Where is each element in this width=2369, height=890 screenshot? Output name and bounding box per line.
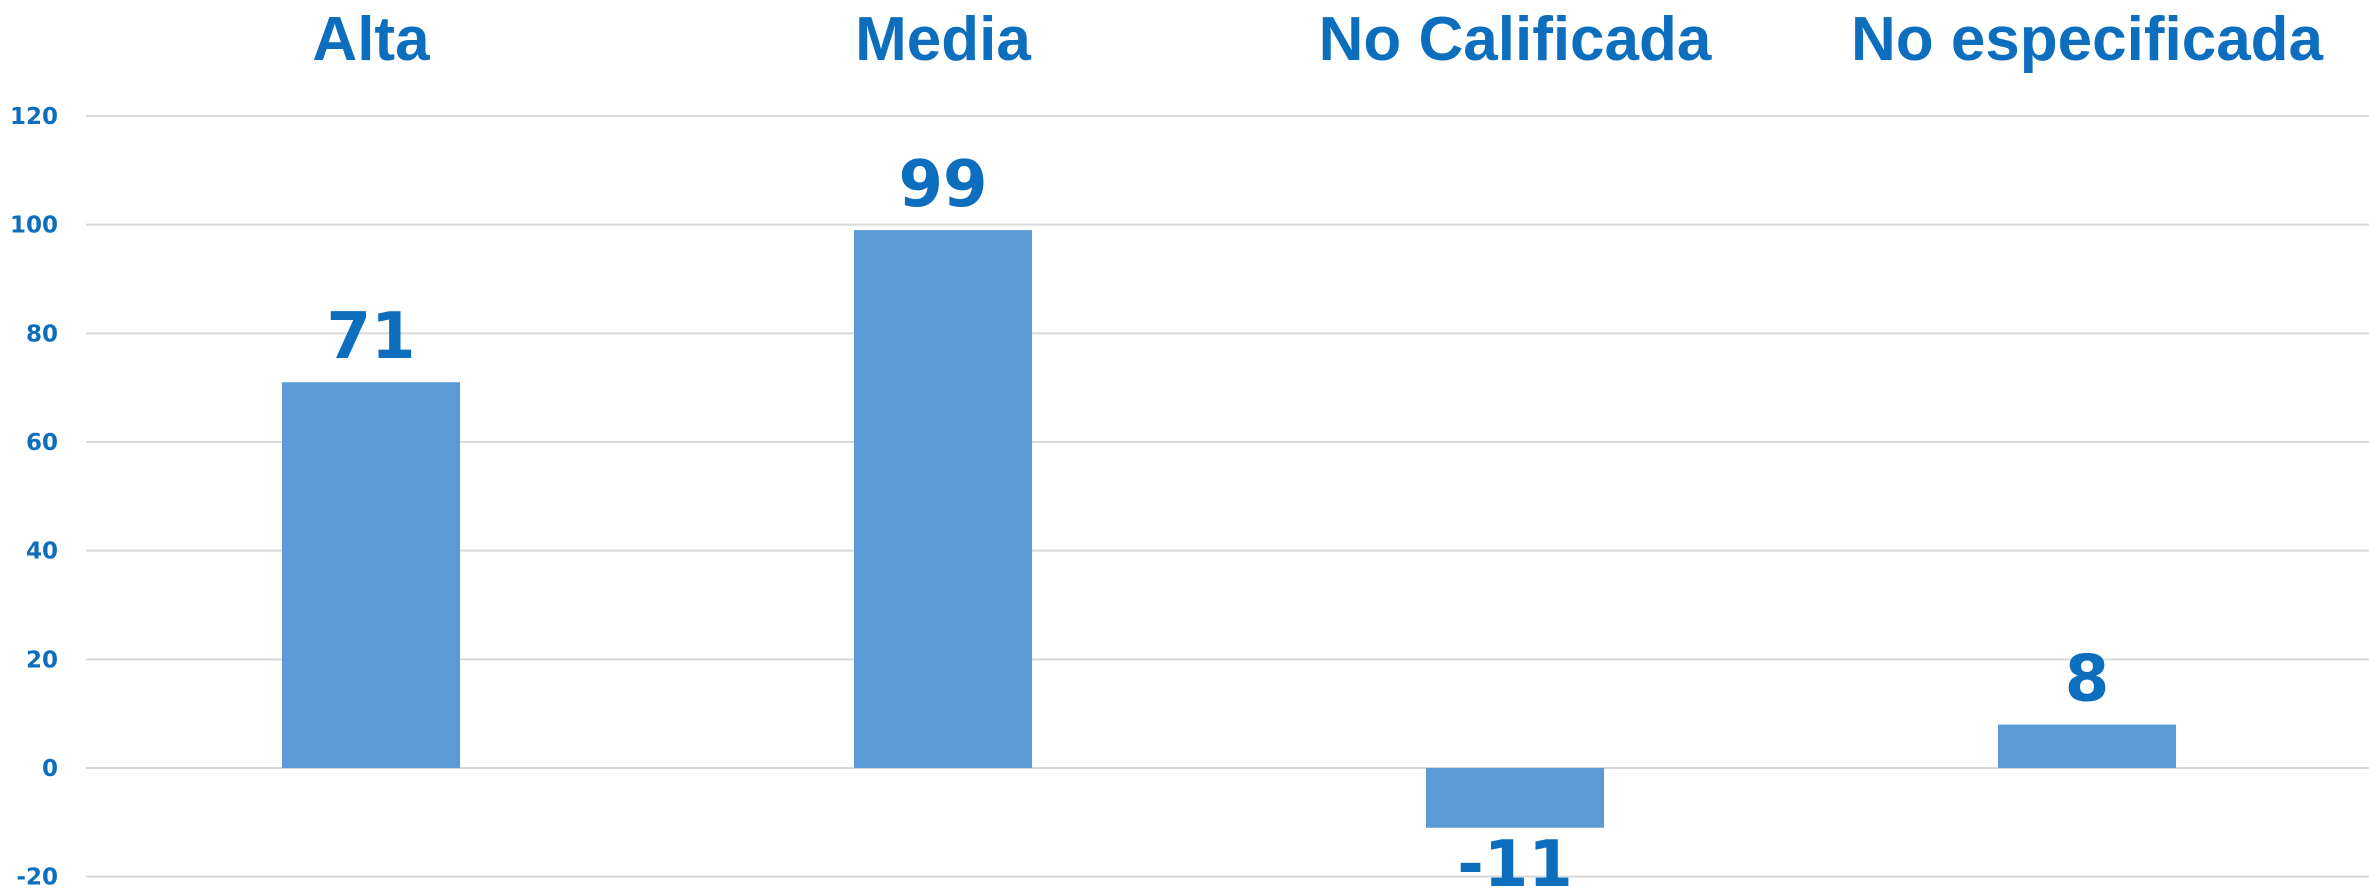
bar bbox=[854, 230, 1032, 769]
category-label: Media bbox=[855, 5, 1031, 74]
y-tick-label: 0 bbox=[42, 756, 58, 782]
data-label: -11 bbox=[1457, 828, 1573, 890]
gridlines bbox=[86, 115, 2369, 878]
y-axis-ticks: 120 100 80 60 40 20 0 -20 bbox=[10, 104, 58, 890]
bars bbox=[282, 230, 2176, 828]
category-label: No especificada bbox=[1851, 5, 2324, 74]
bar bbox=[282, 382, 460, 768]
data-labels: 71 99 -11 8 bbox=[326, 148, 2109, 890]
y-tick-label: 80 bbox=[26, 321, 58, 347]
y-tick-label: 100 bbox=[10, 213, 58, 239]
bar bbox=[1998, 724, 2176, 768]
y-tick-label: 40 bbox=[26, 539, 58, 565]
data-label: 8 bbox=[2065, 643, 2110, 717]
y-tick-label: -20 bbox=[16, 865, 58, 890]
data-label: 99 bbox=[898, 148, 987, 222]
bar bbox=[1426, 768, 1604, 828]
data-label: 71 bbox=[326, 300, 415, 374]
y-tick-label: 60 bbox=[26, 430, 58, 456]
category-label: Alta bbox=[312, 5, 430, 74]
category-labels: Alta Media No Calificada No especificada bbox=[312, 5, 2323, 74]
category-label: No Calificada bbox=[1319, 5, 1712, 74]
y-tick-label: 20 bbox=[26, 647, 58, 673]
y-tick-label: 120 bbox=[10, 104, 58, 130]
